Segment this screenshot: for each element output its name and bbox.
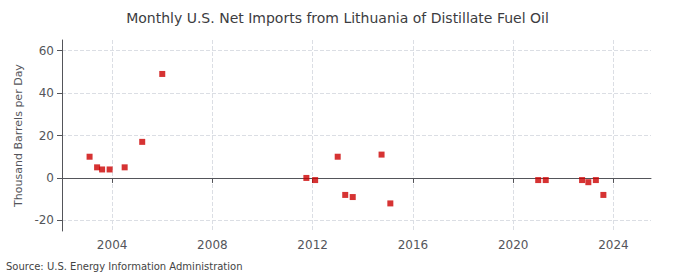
svg-text:2024: 2024 [598, 238, 629, 252]
svg-text:40: 40 [39, 86, 54, 100]
svg-text:Source: U.S. Energy Informatio: Source: U.S. Energy Information Administ… [6, 261, 243, 272]
svg-text:60: 60 [39, 44, 54, 58]
svg-text:0: 0 [46, 171, 54, 185]
svg-text:2020: 2020 [498, 238, 529, 252]
svg-text:2012: 2012 [297, 238, 328, 252]
svg-text:2008: 2008 [197, 238, 228, 252]
svg-text:2004: 2004 [97, 238, 128, 252]
svg-text:Monthly U.S. Net Imports from: Monthly U.S. Net Imports from Lithuania … [126, 10, 549, 26]
svg-text:2016: 2016 [398, 238, 429, 252]
svg-text:20: 20 [39, 129, 54, 143]
svg-text:-20: -20 [34, 213, 54, 227]
svg-text:Thousand Barrels per Day: Thousand Barrels per Day [12, 64, 25, 208]
